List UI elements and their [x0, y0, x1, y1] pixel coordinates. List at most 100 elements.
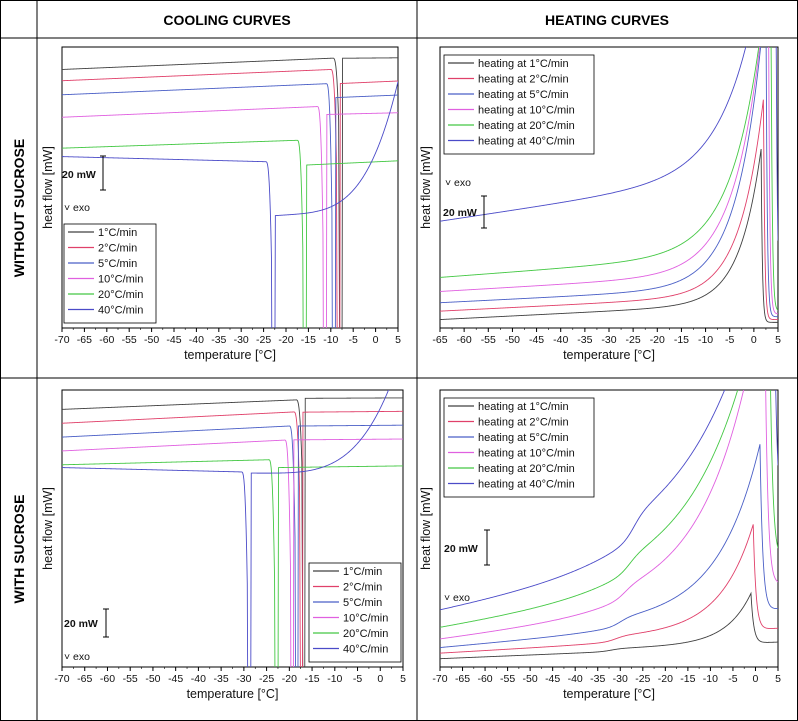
legend-entry: heating at 5°C/min [478, 89, 569, 101]
x-tick-label: -10 [327, 673, 342, 685]
x-tick-label: -65 [77, 334, 92, 346]
x-tick-label: -55 [123, 673, 138, 685]
series-line-10 [62, 438, 403, 667]
x-tick-label: -15 [680, 673, 695, 685]
x-tick-label: 5 [400, 673, 406, 685]
legend: heating at 1°C/min heating at 2°C/min heat… [443, 54, 595, 155]
series-line-20 [440, 47, 778, 311]
x-axis-label: temperature [°C] [563, 348, 655, 362]
x-tick-label: -40 [191, 673, 206, 685]
x-tick-label: 5 [775, 673, 781, 685]
series-group [62, 390, 403, 667]
x-tick-label: -65 [432, 334, 447, 346]
x-tick-label: -10 [703, 673, 718, 685]
x-tick-label: -10 [323, 334, 338, 346]
legend: 1°C/min 2°C/min 5°C/min 10°C/min 20°C/min 40°… [63, 223, 157, 324]
x-tick-label: -15 [674, 334, 689, 346]
series-line-5 [440, 444, 778, 648]
series-line-2 [440, 99, 778, 321]
x-tick-label: -45 [545, 673, 560, 685]
x-tick-label: -15 [304, 673, 319, 685]
chart-heating-with-sucrose: -70 -65 -60 -55 -50 -45 -40 -35 -30 -25 -20 -15 -10-… [419, 389, 781, 701]
x-tick-label: -50 [505, 334, 520, 346]
legend-box [308, 562, 402, 663]
legend: heating at 1°C/min heating at 2°C/min heat… [443, 397, 595, 498]
x-tick-label: -5 [728, 673, 737, 685]
legend-entry: 2°C/min [98, 243, 137, 255]
x-tick-label: -30 [613, 673, 628, 685]
exo-label: ˅ exo [445, 177, 471, 189]
x-tick-label: -25 [626, 334, 641, 346]
x-tick-label: -40 [189, 334, 204, 346]
series-line-40 [440, 47, 778, 241]
legend-entry: heating at 40°C/min [478, 136, 575, 148]
x-tick-label: -55 [481, 334, 496, 346]
legend-entry: 5°C/min [98, 258, 137, 270]
series-line-1 [440, 591, 778, 660]
series-line-1 [440, 148, 778, 323]
series-line-10 [440, 47, 778, 315]
legend-entry: 1°C/min [98, 227, 137, 239]
legend: 1°C/min 2°C/min 5°C/min 10°C/min 20°C/min 40°… [308, 562, 402, 663]
series-line-40 [62, 390, 390, 667]
x-tick-label: -65 [77, 673, 92, 685]
x-tick-label: -45 [168, 673, 183, 685]
legend-entry: 2°C/min [343, 582, 382, 594]
series-line-40 [440, 390, 778, 611]
legend-entry: 40°C/min [343, 644, 388, 656]
row-header-with-sucrose: WITH SUCROSE [11, 495, 27, 604]
x-tick-label: -70 [54, 334, 69, 346]
series-line-20 [62, 459, 403, 667]
y-axis-label: heat flow [mW] [41, 487, 55, 570]
x-tick-label: -50 [523, 673, 538, 685]
legend-entry: heating at 10°C/min [478, 105, 575, 117]
series-line-1 [62, 57, 398, 328]
x-tick-label: 0 [753, 673, 759, 685]
series-line-10 [62, 106, 398, 328]
x-tick-label: 0 [751, 334, 757, 346]
exo-label: ˅ exo [64, 202, 90, 214]
x-tick-label: -35 [214, 673, 229, 685]
x-tick-label: 5 [775, 334, 781, 346]
x-tick-label: -45 [529, 334, 544, 346]
series-line-40 [62, 81, 398, 328]
x-tick-label: -55 [500, 673, 515, 685]
series-group [440, 47, 778, 323]
x-tick-label: -40 [568, 673, 583, 685]
x-tick-label: -60 [477, 673, 492, 685]
y-axis-label: heat flow [mW] [419, 487, 433, 570]
series-line-20 [62, 139, 398, 328]
x-axis-label: temperature [°C] [187, 687, 279, 701]
x-tick-label: -65 [455, 673, 470, 685]
legend-entry: heating at 1°C/min [478, 58, 569, 70]
legend-entry: 10°C/min [98, 274, 143, 286]
legend-entry: heating at 10°C/min [478, 448, 575, 460]
x-tick-label: -5 [349, 334, 358, 346]
x-tick-label: -50 [144, 334, 159, 346]
x-tick-label: -60 [457, 334, 472, 346]
y-axis-label: heat flow [mW] [41, 146, 55, 229]
legend-box [63, 223, 157, 324]
legend-entry: heating at 20°C/min [478, 463, 575, 475]
x-tick-label: -30 [236, 673, 251, 685]
x-tick-label: 5 [395, 334, 401, 346]
x-tick-label: -45 [166, 334, 181, 346]
series-line-5 [62, 424, 403, 667]
legend-entry: 40°C/min [98, 305, 143, 317]
x-tick-label: -10 [698, 334, 713, 346]
legend-box [443, 397, 595, 498]
chart-cooling-with-sucrose: -70 -65 -60 -55 -50 -45 -40 -35 -30 -25 -20 -15 -10-… [41, 389, 406, 701]
x-tick-label: -35 [590, 673, 605, 685]
x-tick-label: -20 [658, 673, 673, 685]
series-line-20 [440, 390, 778, 628]
series-group [440, 390, 778, 660]
series-line-10 [440, 390, 778, 640]
legend-entry: 20°C/min [343, 628, 388, 640]
legend-entry: heating at 5°C/min [478, 432, 569, 444]
x-tick-label: -30 [601, 334, 616, 346]
x-tick-label: -60 [99, 334, 114, 346]
x-tick-label: -20 [282, 673, 297, 685]
series-line-5 [440, 47, 778, 318]
series-line-1 [62, 397, 403, 667]
